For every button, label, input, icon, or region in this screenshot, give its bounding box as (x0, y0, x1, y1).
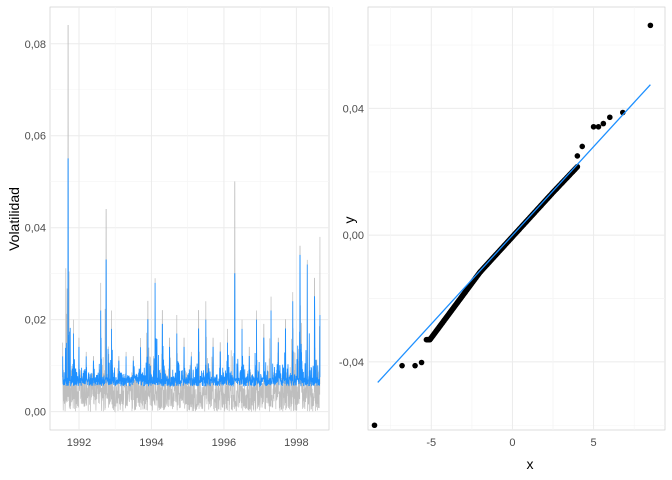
right-points-group (371, 22, 654, 429)
qq-outlier-point (399, 362, 405, 369)
qq-outlier-point (600, 120, 607, 127)
qq-outlier-point (607, 114, 613, 121)
qq-outlier-point (412, 362, 418, 369)
right-panel-border (367, 6, 666, 431)
right-x-tick-label: 5 (591, 437, 597, 449)
qq-outlier-point (647, 22, 654, 29)
right-y-axis-label: y (341, 217, 357, 224)
right-y-tick-label: 0,04 (343, 103, 364, 115)
right-x-tick-label: 0 (509, 437, 515, 449)
right-gridlines (368, 7, 665, 430)
left-y-tick-label: 0,06 (25, 131, 46, 143)
qq-outlier-point (574, 153, 581, 159)
right-x-axis-label: x (527, 456, 534, 472)
left-x-tick-label: 1998 (284, 437, 308, 449)
right-y-tick-label: -0,04 (339, 357, 364, 369)
left-x-tick-label: 1992 (67, 437, 91, 449)
right-reference-line-group (377, 84, 651, 383)
left-gridlines (50, 7, 333, 430)
right-panel: -0,04 0,00 0,04 -5 0 5 x y (339, 6, 666, 472)
left-y-tick-label: 0,02 (25, 315, 46, 327)
right-y-tick-label: 0,00 (343, 230, 364, 242)
left-panel-border (49, 6, 330, 431)
left-y-tick-label: 0,08 (25, 39, 46, 51)
blue-volatility-series (62, 158, 321, 388)
qq-reference-line (377, 84, 651, 383)
qq-outlier-point (595, 123, 602, 130)
right-x-tick-label: -5 (426, 437, 436, 449)
left-y-tick-label: 0,00 (25, 407, 46, 419)
left-panel: 0,00 0,02 0,04 0,06 0,08 1992 1994 1996 1998 Vol… (6, 6, 333, 449)
qq-outlier-point (418, 359, 425, 366)
left-y-tick-label: 0,04 (25, 223, 46, 235)
left-x-tick-label: 1996 (212, 437, 236, 449)
left-tick-labels: 0,00 0,02 0,04 0,06 0,08 1992 1994 1996 1998 (25, 39, 309, 449)
left-series-group (62, 25, 321, 413)
right-tick-labels: -0,04 0,00 0,04 -5 0 5 (339, 103, 597, 449)
qq-outlier-point (590, 123, 597, 130)
qq-outlier-point (371, 422, 378, 429)
left-x-tick-label: 1994 (139, 437, 163, 449)
left-y-axis-label: Volatilidad (6, 187, 22, 251)
qq-outlier-point (579, 143, 586, 150)
